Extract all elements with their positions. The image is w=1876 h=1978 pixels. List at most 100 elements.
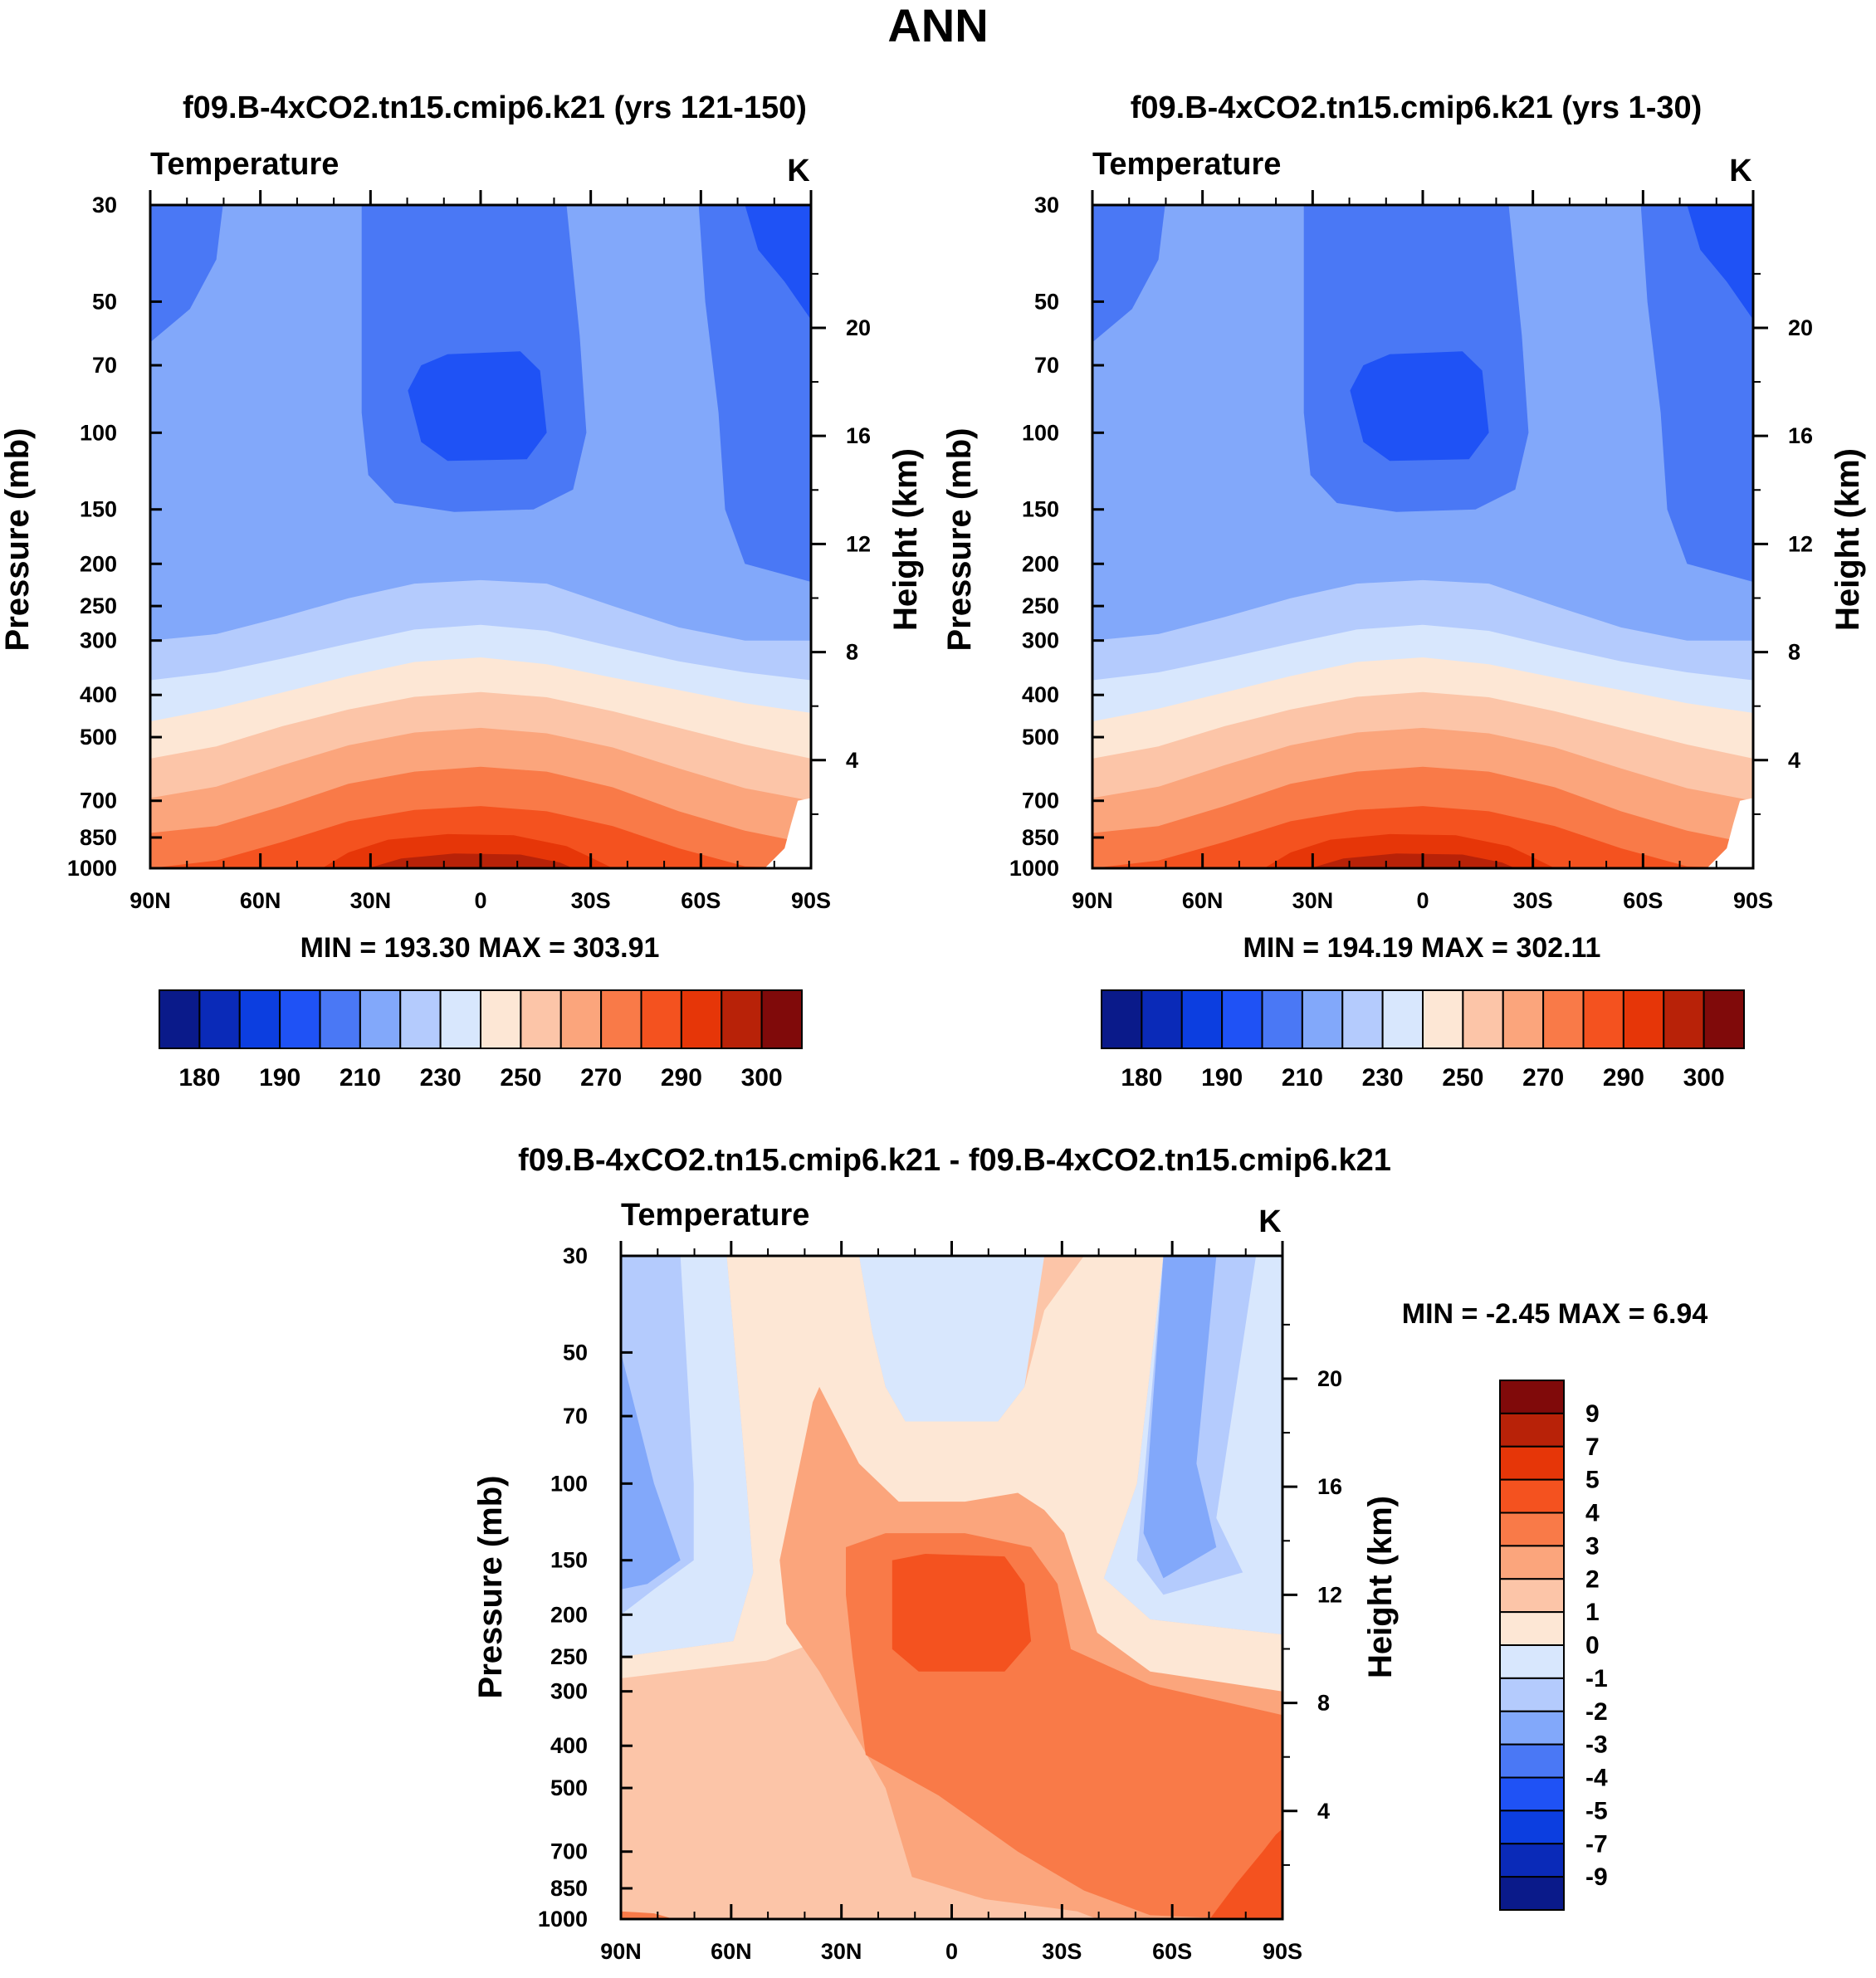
band-210-220	[698, 205, 811, 582]
pressure-tick-label: 250	[550, 1644, 588, 1669]
pressure-tick-label: 70	[1034, 353, 1059, 378]
pressure-tick-label: 300	[1022, 628, 1059, 653]
pressure-tick-label: 850	[550, 1876, 588, 1901]
band-210-220	[1092, 205, 1165, 343]
colorbar-swatch	[1462, 989, 1504, 1049]
colorbar-label: 270	[580, 1064, 622, 1092]
colorbar-swatch	[1499, 1478, 1565, 1514]
panel-title: f09.B-4xCO2.tn15.cmip6.k21 (yrs 1-30)	[1131, 90, 1703, 125]
colorbar-swatch	[1221, 989, 1263, 1049]
x-tick-label: 60N	[240, 888, 281, 913]
min-max-stats: MIN = 194.19 MAX = 302.11	[1243, 932, 1601, 964]
x-tick-label: 90S	[1733, 888, 1773, 913]
variable-label: Temperature	[1092, 147, 1281, 182]
pressure-tick-label: 850	[80, 825, 117, 850]
band-200-210	[1350, 351, 1489, 462]
colorbar-label: 190	[1201, 1064, 1243, 1092]
colorbar-label: 190	[259, 1064, 300, 1092]
y-axis-label: Pressure (mb)	[472, 1476, 509, 1699]
height-tick-label: 8	[1317, 1691, 1330, 1716]
pressure-tick-label: 250	[1022, 593, 1059, 618]
figure-title: ANN	[887, 0, 988, 51]
pressure-tick-label: 50	[1034, 289, 1059, 314]
height-tick-label: 8	[846, 640, 858, 665]
pressure-tick-label: 1000	[1009, 856, 1059, 881]
pressure-tick-label: 700	[80, 789, 117, 813]
colorbar-swatch	[1502, 989, 1545, 1049]
pressure-tick-label: 850	[1022, 825, 1059, 850]
units-label: K	[1729, 154, 1752, 188]
colorbar-label: 210	[1282, 1064, 1323, 1092]
colorbar-swatch	[480, 989, 522, 1049]
band-200-210	[408, 351, 547, 462]
panel-title: f09.B-4xCO2.tn15.cmip6.k21 (yrs 121-150)	[183, 90, 807, 125]
terrain-mask	[765, 798, 811, 868]
band-200-210	[1687, 205, 1753, 320]
temperature-panel-yrs-1-30: f09.B-4xCO2.tn15.cmip6.k21 (yrs 1-30) Te…	[941, 90, 1866, 1092]
pressure-tick-label: 70	[563, 1404, 588, 1429]
colorbar-swatch	[159, 989, 201, 1049]
colorbar-swatch	[1542, 989, 1585, 1049]
colorbar-swatch	[600, 989, 642, 1049]
pressure-tick-label: 70	[92, 353, 117, 378]
colorbar-swatch	[1499, 1810, 1565, 1845]
pressure-tick-label: 30	[563, 1243, 588, 1268]
colorbar-swatch	[1499, 1710, 1565, 1746]
colorbar-label: 300	[1683, 1064, 1725, 1092]
pressure-tick-label: 50	[563, 1340, 588, 1365]
pressure-tick-label: 200	[1022, 551, 1059, 576]
colorbar-label: -9	[1585, 1863, 1608, 1891]
height-tick-label: 16	[1317, 1474, 1342, 1499]
y-axis-label: Pressure (mb)	[941, 428, 978, 652]
pressure-tick-label: 400	[80, 682, 117, 707]
band-4-5	[892, 1554, 1032, 1672]
colorbar-label: -2	[1585, 1698, 1608, 1726]
x-tick-label: 60S	[681, 888, 721, 913]
pressure-tick-label: 100	[1022, 420, 1059, 445]
height-tick-label: 16	[846, 423, 871, 448]
colorbar-swatch	[1499, 1644, 1565, 1679]
colorbar-label: 290	[1603, 1064, 1644, 1092]
colorbar-label: -7	[1585, 1830, 1608, 1858]
colorbar-swatch	[680, 989, 723, 1049]
panel-title: f09.B-4xCO2.tn15.cmip6.k21 - f09.B-4xCO2…	[518, 1143, 1391, 1178]
band-3-4	[621, 1911, 674, 1919]
colorbar-swatch	[1582, 989, 1624, 1049]
band-310-320	[1310, 853, 1516, 868]
pressure-tick-label: 300	[550, 1679, 588, 1704]
x-tick-label: 0	[474, 888, 486, 913]
x-tick-label: 90N	[129, 888, 171, 913]
colorbar-label: 180	[1121, 1064, 1162, 1092]
colorbar-swatch	[439, 989, 481, 1049]
height-tick-label: 12	[1317, 1582, 1342, 1607]
y2-axis-label: Height (km)	[1362, 1496, 1399, 1678]
contour-plot-area	[150, 205, 811, 868]
colorbar-swatch	[1499, 1412, 1565, 1448]
height-tick-label: 20	[1317, 1366, 1342, 1391]
colorbar-label: 5	[1585, 1467, 1600, 1494]
pressure-tick-label: 150	[80, 497, 117, 522]
colorbar-label: -4	[1585, 1765, 1608, 1792]
band-neg3-neg2	[1143, 1256, 1217, 1579]
y2-axis-label: Height (km)	[887, 448, 924, 631]
colorbar-swatch	[1499, 1611, 1565, 1646]
pressure-tick-label: 400	[1022, 682, 1059, 707]
pressure-tick-label: 30	[1034, 193, 1059, 217]
height-tick-label: 20	[1788, 315, 1813, 340]
pressure-tick-label: 100	[80, 420, 117, 445]
units-label: K	[787, 154, 810, 188]
x-tick-label: 30S	[571, 888, 611, 913]
colorbar-swatch	[198, 989, 241, 1049]
colorbar-label: 1	[1585, 1599, 1600, 1626]
pressure-tick-label: 250	[80, 593, 117, 618]
temperature-difference-panel: f09.B-4xCO2.tn15.cmip6.k21 - f09.B-4xCO2…	[472, 1143, 1707, 1964]
height-tick-label: 20	[846, 315, 871, 340]
x-tick-label: 60S	[1623, 888, 1663, 913]
colorbar-label: 230	[1362, 1064, 1404, 1092]
x-tick-label: 60S	[1152, 1939, 1192, 1964]
min-max-stats: MIN = -2.45 MAX = 6.94	[1402, 1298, 1708, 1330]
colorbar-swatch	[1499, 1445, 1565, 1481]
colorbar-swatch	[1663, 989, 1705, 1049]
colorbar-swatch	[279, 989, 321, 1049]
